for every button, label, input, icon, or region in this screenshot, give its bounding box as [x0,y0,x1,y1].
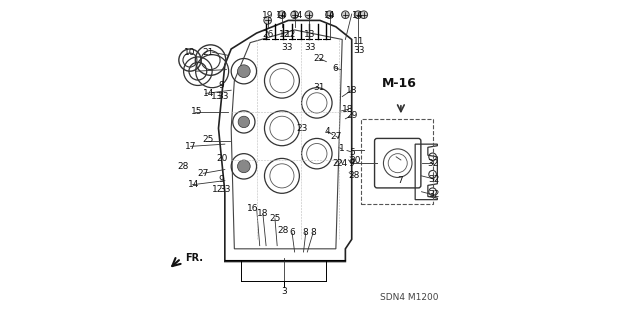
Circle shape [264,17,271,24]
Circle shape [342,11,349,19]
Text: 16: 16 [247,204,259,213]
Text: 10: 10 [184,48,195,57]
Text: 18: 18 [346,86,358,95]
Text: 15: 15 [191,107,202,116]
Text: 19: 19 [262,11,273,20]
Text: 6: 6 [289,228,295,237]
Text: 7: 7 [397,176,403,185]
Text: 28: 28 [177,162,189,171]
Circle shape [237,65,250,77]
Text: 27: 27 [198,169,209,178]
Text: 8: 8 [310,228,316,237]
Text: 20: 20 [216,154,228,163]
Text: 17: 17 [185,142,196,151]
Text: 9: 9 [218,81,224,90]
Text: M-16: M-16 [382,77,417,90]
Text: 31: 31 [314,83,325,92]
Text: 27: 27 [330,132,342,141]
Text: 33: 33 [353,46,364,55]
Text: 21: 21 [203,48,214,57]
Text: 18: 18 [257,209,269,219]
Text: 1: 1 [339,144,344,153]
Text: 25: 25 [203,135,214,144]
Text: 28: 28 [348,172,359,180]
Text: 30: 30 [350,156,361,164]
Text: 12: 12 [212,185,223,194]
Text: 11: 11 [353,36,364,45]
Circle shape [291,11,298,19]
Text: 23: 23 [296,124,307,133]
Text: 13: 13 [304,30,316,39]
Text: 18: 18 [342,105,354,114]
Text: 14: 14 [353,11,364,20]
Text: 32: 32 [429,174,440,184]
Text: 14: 14 [324,11,335,20]
Text: 3: 3 [282,287,287,296]
Circle shape [305,11,313,19]
Text: 14: 14 [292,11,303,20]
Text: 2: 2 [332,159,338,168]
Text: FR.: FR. [185,253,203,263]
Text: 26: 26 [262,30,273,39]
Text: 33: 33 [304,43,316,52]
Text: 12: 12 [285,30,296,39]
Text: 28: 28 [277,226,288,235]
Circle shape [355,11,362,19]
Text: 25: 25 [269,214,281,223]
Text: 9: 9 [349,159,355,168]
Text: 33: 33 [219,185,230,194]
Text: 14: 14 [276,11,287,20]
Text: 32: 32 [428,190,439,199]
Circle shape [326,11,333,19]
Text: 29: 29 [347,111,358,120]
Text: 22: 22 [314,54,325,63]
Circle shape [238,116,250,128]
Circle shape [237,160,250,173]
Text: 8: 8 [303,228,308,237]
Text: 14: 14 [203,89,214,98]
Text: 33: 33 [218,92,229,101]
Text: 33: 33 [281,43,292,52]
Text: 32: 32 [427,159,438,168]
Text: 6: 6 [332,63,338,73]
Text: 9: 9 [218,174,224,184]
Text: 12: 12 [279,30,290,39]
Text: 13: 13 [211,92,223,101]
Circle shape [278,11,285,19]
Text: SDN4 M1200: SDN4 M1200 [380,292,438,301]
Text: 14: 14 [188,180,200,189]
Circle shape [360,11,367,19]
Text: 4: 4 [325,127,330,136]
Text: 5: 5 [349,148,355,156]
Text: 24: 24 [337,159,348,168]
Bar [361,119,433,204]
